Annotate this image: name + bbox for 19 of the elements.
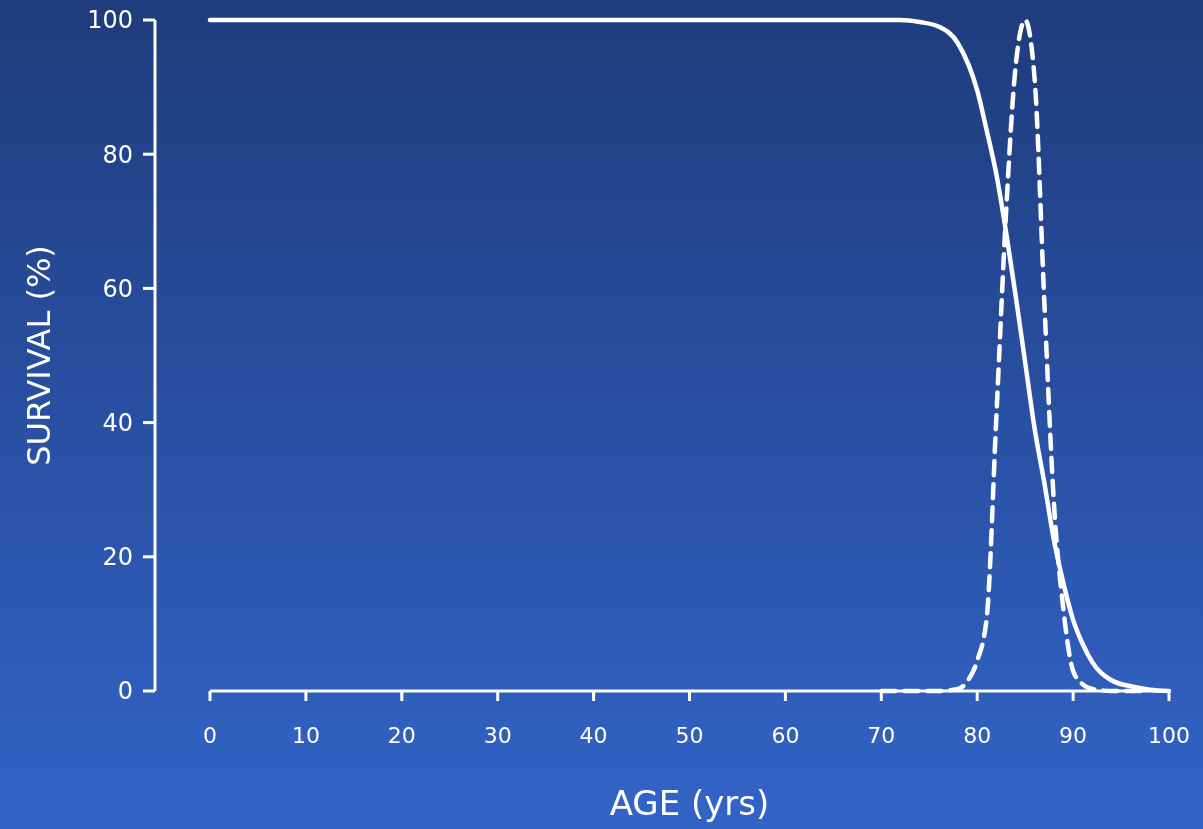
x-tick-label: 60 (771, 723, 800, 748)
x-tick-label: 100 (1148, 723, 1190, 748)
x-tick-label: 40 (579, 723, 608, 748)
x-tick-label: 30 (483, 723, 512, 748)
y-tick-label: 40 (102, 409, 133, 437)
y-tick-label: 60 (102, 274, 133, 303)
x-tick-label: 50 (675, 723, 704, 748)
x-tick-label: 70 (867, 723, 896, 748)
x-tick-label: 20 (387, 723, 416, 748)
y-tick-label: 100 (87, 6, 133, 35)
x-tick-label: 80 (963, 723, 992, 748)
x-axis-title: AGE (yrs) (609, 783, 770, 823)
x-tick-label: 10 (291, 723, 320, 748)
x-tick-label: 0 (203, 723, 217, 748)
y-tick-label: 20 (102, 543, 133, 572)
y-tick-label: 80 (102, 140, 133, 169)
y-axis-title: SURVIVAL (%) (20, 245, 58, 466)
x-tick-label: 90 (1059, 723, 1088, 748)
y-tick-label: 0 (117, 677, 133, 706)
